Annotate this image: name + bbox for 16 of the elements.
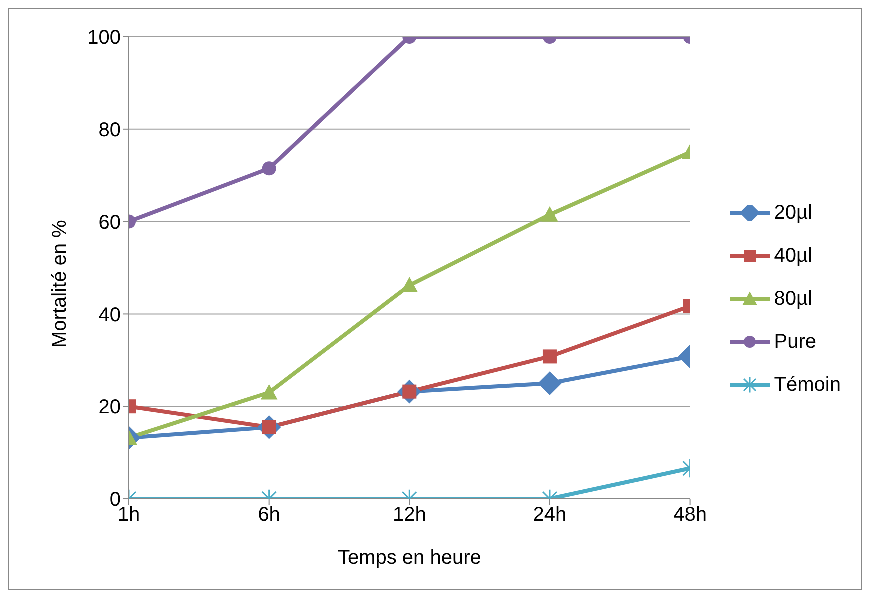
- x-tick-label: 24h: [533, 504, 567, 526]
- y-tick-label: 20: [98, 396, 121, 419]
- legend-label: Pure: [774, 330, 817, 354]
- legend-label: 80µl: [774, 288, 813, 310]
- legend-label: Témoin: [774, 374, 841, 396]
- y-axis-title: Mortalité en %: [49, 220, 72, 348]
- x-axis-title: Temps en heure: [338, 547, 482, 569]
- y-tick-label: 40: [98, 304, 121, 326]
- y-tick-label: 100: [88, 27, 121, 50]
- x-tick-label: 6h: [258, 504, 280, 526]
- y-tick-label: 60: [98, 212, 121, 234]
- x-tick-label: 48h: [674, 504, 707, 526]
- legend-label: 40µl: [774, 244, 813, 268]
- x-tick-label: 12h: [392, 504, 426, 526]
- legend-label: 20µl: [774, 202, 813, 224]
- y-tick-label: 80: [98, 120, 121, 142]
